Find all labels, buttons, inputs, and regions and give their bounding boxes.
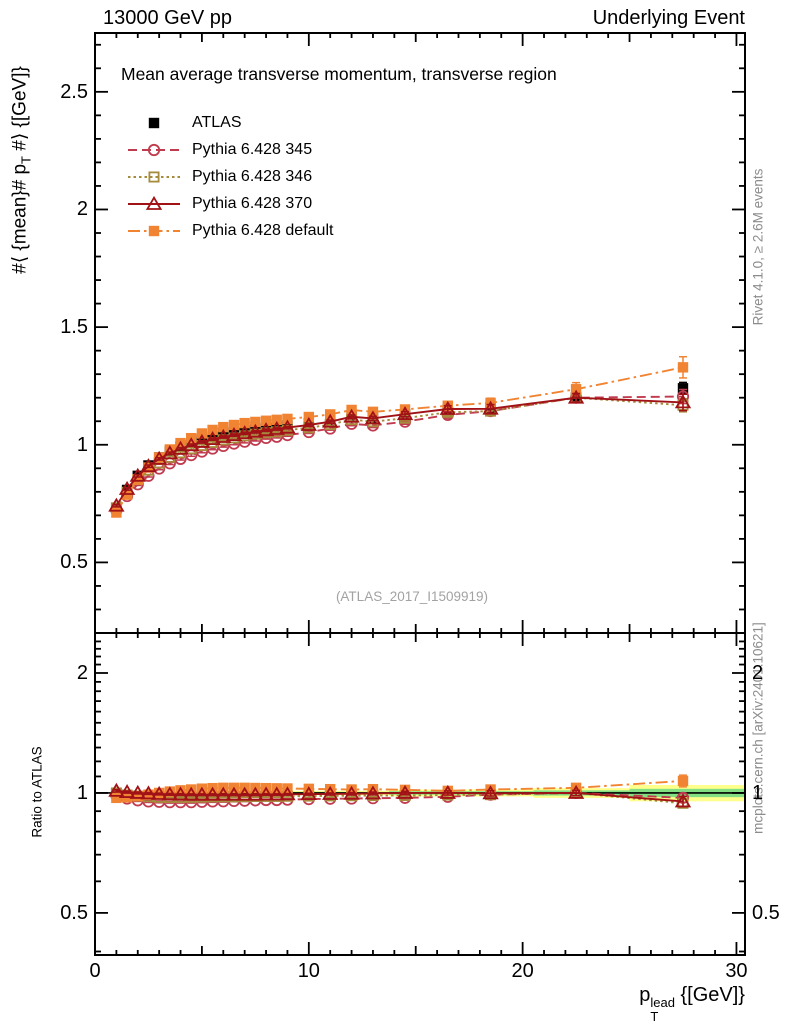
series-ratio-pythia-6-428-370 xyxy=(108,782,692,808)
series-main-pythia-6-428-370 xyxy=(108,389,692,512)
xlabel-supsub: lead T xyxy=(650,996,675,1023)
x-tick-label: 20 xyxy=(511,960,534,982)
ratio-y-tick-label-right: 2 xyxy=(752,661,764,684)
legend: ATLAS Pythia 6.428 345 Pythia 6.428 346 Pyt… xyxy=(126,109,333,244)
main-y-tick-label: 0.5 xyxy=(60,551,88,574)
ratio-y-tick-label-left: 1 xyxy=(76,781,88,804)
legend-item: Pythia 6.428 346 xyxy=(126,163,333,190)
circle-open-legend-icon xyxy=(128,143,180,156)
series-main-pythia-6-428-345 xyxy=(110,388,690,517)
legend-item: ATLAS xyxy=(126,109,333,136)
triangle-open-legend-icon xyxy=(128,195,180,210)
panel-frames xyxy=(94,32,746,956)
legend-item: Pythia 6.428 default xyxy=(126,217,333,244)
xlabel-sup: lead xyxy=(650,995,675,1010)
rivet-version-note: Rivet 4.1.0, ≥ 2.6M events xyxy=(750,168,766,326)
ylabel-post: #⟩ {[GeV]} xyxy=(9,66,31,156)
x-tick-label: 10 xyxy=(297,960,320,982)
legend-item: Pythia 6.428 345 xyxy=(126,136,333,163)
x-axis-label: p lead T {[GeV]} xyxy=(480,984,745,1023)
beam-energy-header: 13000 GeV pp xyxy=(103,7,232,29)
analysis-id-watermark: (ATLAS_2017_I1509919) xyxy=(335,589,489,604)
analysis-group-header: Underlying Event xyxy=(592,7,745,29)
ratio-y-tick-label-right: 1 xyxy=(752,781,764,804)
ratio-y-tick-label-right: 0.5 xyxy=(752,901,780,924)
legend-label: Pythia 6.428 346 xyxy=(192,167,313,185)
xlabel-unit: {[GeV]} xyxy=(674,984,745,1006)
plot-title: Mean average transverse momentum, transv… xyxy=(121,64,557,84)
legend-item: Pythia 6.428 370 xyxy=(126,190,333,217)
x-tick-label: 30 xyxy=(725,960,748,982)
legend-label: Pythia 6.428 default xyxy=(192,221,334,239)
ylabel-sub: T xyxy=(18,155,34,164)
main-y-tick-label: 2 xyxy=(76,198,88,221)
x-tick-label: 0 xyxy=(89,960,101,982)
square-filled-legend-icon xyxy=(148,117,160,128)
square-filled-legend-icon xyxy=(128,225,180,236)
main-y-tick-label: 1 xyxy=(76,433,88,456)
xlabel-base: p xyxy=(639,984,651,1006)
main-y-tick-label: 1.5 xyxy=(60,316,88,339)
series-main-pythia-6-428-default xyxy=(111,356,689,518)
ylabel-pre: #⟨ {mean}# p xyxy=(9,163,31,274)
square-open-legend-icon xyxy=(128,171,180,182)
ratio-y-tick-label-left: 0.5 xyxy=(60,901,88,924)
legend-label: Pythia 6.428 345 xyxy=(192,140,313,158)
ratio-y-tick-label-left: 2 xyxy=(76,661,88,684)
main-y-tick-label: 2.5 xyxy=(60,80,88,103)
legend-label: ATLAS xyxy=(192,113,242,131)
legend-label: Pythia 6.428 370 xyxy=(192,194,313,212)
main-y-axis-label: #⟨ {mean}# pT #⟩ {[GeV]} xyxy=(9,66,34,274)
xlabel-sub: T xyxy=(650,1008,659,1024)
